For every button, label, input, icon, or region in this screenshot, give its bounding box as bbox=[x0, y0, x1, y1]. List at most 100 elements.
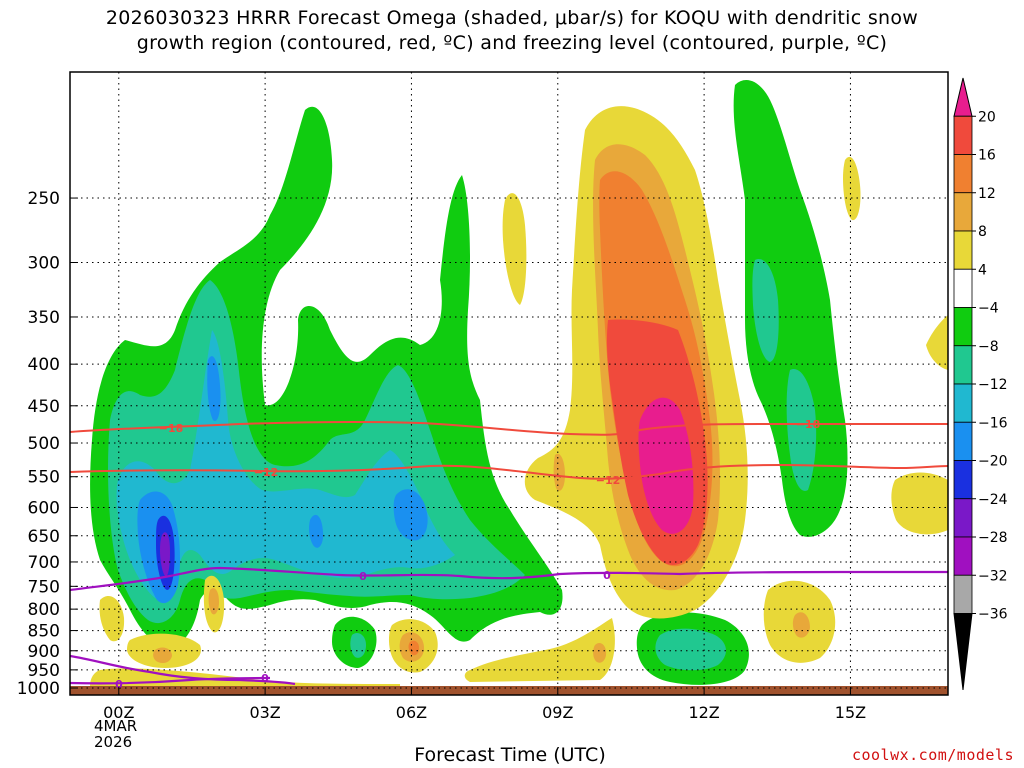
y-tick-label: 600 bbox=[28, 498, 60, 518]
x-tick-label: 03Z bbox=[249, 703, 280, 722]
colorbar-swatch bbox=[953, 115, 973, 155]
omega-region-neg-24 bbox=[160, 532, 170, 577]
colorbar-swatch bbox=[953, 536, 973, 576]
y-tick-label: 950 bbox=[28, 661, 60, 681]
contour-label-freezing-d: 0 bbox=[115, 678, 123, 691]
colorbar-swatch bbox=[953, 460, 973, 500]
colorbar-label: −24 bbox=[978, 492, 1008, 508]
colorbar-label: 8 bbox=[978, 224, 987, 240]
colorbar-swatch bbox=[953, 574, 973, 614]
omega-region-neg-8-right2 bbox=[786, 369, 817, 491]
x-date-line-1: 4MAR bbox=[94, 717, 138, 735]
omega-region-pos-4-small1 bbox=[502, 193, 527, 305]
colorbar-swatch bbox=[953, 498, 973, 538]
y-tick-label: 650 bbox=[28, 527, 60, 547]
chart-title: 2026030323 HRRR Forecast Omega (shaded, … bbox=[0, 6, 1024, 56]
colorbar-swatch bbox=[953, 192, 973, 232]
plot-frame bbox=[69, 71, 949, 696]
contour-label-minus12-b: −12 bbox=[596, 474, 621, 487]
svg-text:0: 0 bbox=[359, 570, 367, 583]
colorbar-top-arrow bbox=[953, 77, 973, 117]
omega-hotspot-5 bbox=[792, 612, 810, 638]
omega-region-neg-16d bbox=[309, 514, 324, 548]
y-tick-label: 350 bbox=[28, 308, 60, 328]
x-tick-label: 12Z bbox=[688, 703, 719, 722]
colorbar-label: −16 bbox=[978, 415, 1008, 431]
y-tick-label: 850 bbox=[28, 622, 60, 642]
dgz-contour-minus12 bbox=[70, 463, 948, 480]
freezing-level-contour-low bbox=[70, 654, 296, 686]
freezing-level-contour bbox=[70, 566, 948, 592]
omega-region-pos-4-low1 bbox=[99, 596, 125, 642]
colorbar-swatch bbox=[953, 383, 973, 423]
omega-hotspot-2 bbox=[208, 588, 219, 615]
colorbar-label: 4 bbox=[978, 262, 987, 278]
omega-region-pos-4-small4 bbox=[891, 472, 948, 535]
y-tick-label: 1000 bbox=[17, 679, 60, 699]
x-tick-label: 06Z bbox=[396, 703, 427, 722]
colorbar-swatch bbox=[953, 345, 973, 385]
colorbar-label: 12 bbox=[978, 186, 996, 202]
contours: −18 −18 −12 −12 0 0 0 0 bbox=[70, 418, 948, 691]
title-line-2: growth region (contoured, red, ºC) and f… bbox=[136, 32, 888, 54]
y-tick-label: 250 bbox=[28, 189, 60, 209]
omega-region-neg-8-right bbox=[752, 259, 779, 362]
omega-region-neg-8-blob bbox=[655, 628, 726, 671]
svg-text:0: 0 bbox=[603, 569, 611, 582]
svg-text:0: 0 bbox=[261, 672, 269, 685]
omega-region-pos-4-low5 bbox=[464, 618, 615, 682]
contour-label-minus12-a: −12 bbox=[254, 466, 279, 479]
credit-link[interactable]: coolwx.com/models bbox=[851, 746, 1014, 764]
omega-hotspot-6 bbox=[553, 453, 565, 491]
contour-label-minus18-a: −18 bbox=[159, 422, 184, 435]
omega-region-neg-16c bbox=[207, 356, 221, 421]
colorbar-label: −4 bbox=[978, 301, 999, 317]
svg-text:−12: −12 bbox=[254, 466, 279, 479]
contour-label-freezing-c: 0 bbox=[261, 672, 269, 685]
colorbar-label: 16 bbox=[978, 148, 996, 164]
freezing-level-contour-ground bbox=[70, 676, 271, 685]
colorbar-label: −20 bbox=[978, 454, 1008, 470]
colorbar-label: 20 bbox=[978, 109, 996, 125]
y-tick-label: 500 bbox=[28, 434, 60, 454]
contour-label-freezing-b: 0 bbox=[603, 569, 611, 582]
colorbar-swatch bbox=[953, 421, 973, 461]
x-date-line-2: 2026 bbox=[94, 733, 133, 751]
title-line-1: 2026030323 HRRR Forecast Omega (shaded, … bbox=[105, 7, 919, 29]
contour-label-minus18-b: −18 bbox=[796, 418, 821, 431]
colorbar-swatch bbox=[953, 307, 973, 347]
x-tick-label: 15Z bbox=[835, 703, 866, 722]
x-axis-label: Forecast Time (UTC) bbox=[414, 744, 606, 766]
omega-region-pos-4-small2 bbox=[843, 156, 861, 221]
omega-region-pos-4-small3 bbox=[926, 315, 948, 370]
y-tick-label: 400 bbox=[28, 355, 60, 375]
colorbar-label: −8 bbox=[978, 339, 999, 355]
y-tick-label: 700 bbox=[28, 553, 60, 573]
colorbar-label: −36 bbox=[978, 607, 1008, 623]
svg-text:−18: −18 bbox=[159, 422, 184, 435]
y-axis: 2503003504004505005506006507007508008509… bbox=[17, 189, 78, 699]
y-tick-label: 900 bbox=[28, 642, 60, 662]
svg-text:−18: −18 bbox=[796, 418, 821, 431]
colorbar-label: −12 bbox=[978, 377, 1008, 393]
y-tick-label: 300 bbox=[28, 253, 60, 273]
svg-text:−12: −12 bbox=[596, 474, 621, 487]
colorbar-label: −28 bbox=[978, 530, 1008, 546]
y-tick-label: 750 bbox=[28, 577, 60, 597]
omega-region-pos-20 bbox=[638, 397, 694, 534]
colorbar-swatch bbox=[953, 268, 973, 308]
omega-region-neg-12 bbox=[116, 330, 456, 600]
y-tick-label: 550 bbox=[28, 468, 60, 488]
colorbar-swatch bbox=[953, 154, 973, 194]
dgz-contour-minus18 bbox=[70, 420, 948, 436]
contour-label-freezing-a: 0 bbox=[359, 570, 367, 583]
colorbar: 20 16 12 8 4 −4 −8 −12 −16 −20 −24 −28 −32 −36 bbox=[953, 77, 1008, 691]
ground-band bbox=[70, 686, 948, 695]
svg-text:0: 0 bbox=[115, 678, 123, 691]
colorbar-label: −32 bbox=[978, 568, 1008, 584]
omega-region-neg-16b bbox=[393, 489, 428, 541]
y-tick-label: 800 bbox=[28, 600, 60, 620]
colorbar-swatch bbox=[953, 230, 973, 270]
omega-hotspot-1 bbox=[153, 647, 172, 664]
